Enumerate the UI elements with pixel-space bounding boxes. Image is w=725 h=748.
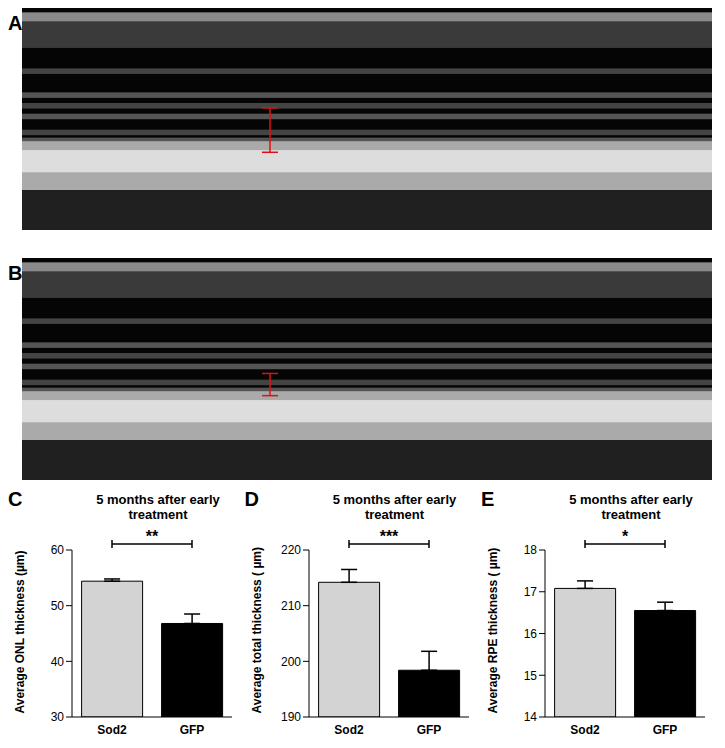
- svg-text:18: 18: [524, 543, 538, 557]
- html-text:5 months after early treatment: 5 months after early treatment: [96, 492, 220, 522]
- svg-text:200: 200: [280, 655, 300, 669]
- svg-text:**: **: [146, 528, 159, 545]
- svg-text:60: 60: [51, 543, 65, 557]
- svg-text:*: *: [622, 528, 629, 545]
- svg-text:50: 50: [51, 599, 65, 613]
- html-text:D: D: [244, 488, 259, 510]
- svg-text:GFP: GFP: [416, 723, 441, 737]
- html-text:5 months after early treatment: 5 months after early treatment: [332, 492, 457, 522]
- svg-text:14: 14: [524, 710, 538, 724]
- svg-text:17: 17: [524, 585, 538, 599]
- svg-text:GFP: GFP: [180, 723, 205, 737]
- svg-text:40: 40: [51, 655, 65, 669]
- html-text:C: C: [8, 488, 23, 510]
- html-text:5 months after early treatment: 5 months after early treatment: [569, 492, 693, 522]
- svg-text:A: A: [8, 12, 22, 34]
- svg-text:15: 15: [524, 669, 538, 683]
- svg-text:30: 30: [51, 710, 65, 724]
- svg-text:GFP: GFP: [653, 723, 678, 737]
- svg-text:16: 16: [524, 627, 538, 641]
- svg-text:Average total thickness ( µm): Average total thickness ( µm): [250, 547, 264, 714]
- svg-text:210: 210: [280, 599, 300, 613]
- svg-text:B: B: [8, 262, 22, 284]
- html-text:E: E: [481, 488, 495, 510]
- svg-text:Average RPE thickness ( µm): Average RPE thickness ( µm): [486, 548, 500, 714]
- svg-text:Sod2: Sod2: [97, 723, 127, 737]
- svg-text:Average ONL thickness (µm): Average ONL thickness (µm): [13, 551, 27, 714]
- svg-text:190: 190: [280, 710, 300, 724]
- svg-text:Sod2: Sod2: [570, 723, 600, 737]
- svg-text:Sod2: Sod2: [334, 723, 364, 737]
- svg-text:***: ***: [379, 528, 398, 545]
- svg-text:220: 220: [280, 543, 300, 557]
